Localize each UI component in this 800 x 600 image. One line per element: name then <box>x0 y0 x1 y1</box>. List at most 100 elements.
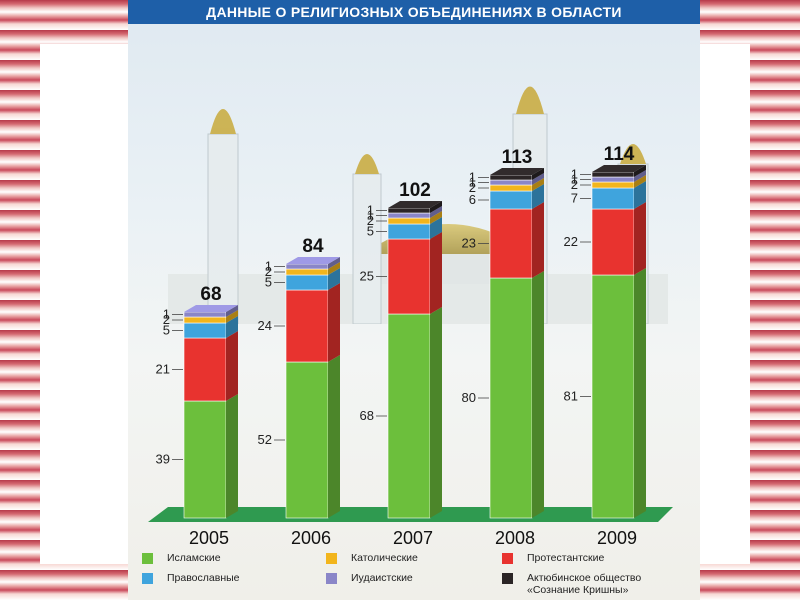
legend-swatch <box>326 553 337 564</box>
bar-segment-side <box>328 355 340 518</box>
bar-segment <box>183 400 227 519</box>
data-label: 2 <box>571 177 578 192</box>
data-label: 5 <box>265 275 272 290</box>
data-label: 7 <box>571 191 578 206</box>
bar-segment-side <box>328 268 340 290</box>
data-label: 1 <box>163 307 170 322</box>
bar-segment-side <box>226 316 238 338</box>
legend-label: Актюбинское общество «Сознание Кришны» <box>527 572 642 596</box>
legend: Исламские Католические Протестантские Право… <box>142 548 690 598</box>
bar-top <box>184 305 238 312</box>
bar-segment <box>489 208 533 279</box>
bar-segment-side <box>532 168 544 180</box>
bar-segment <box>591 274 635 519</box>
total-label: 102 <box>399 180 431 201</box>
bar-segment <box>285 263 329 270</box>
bar-segment <box>591 208 635 276</box>
bar-segment <box>591 187 635 210</box>
bar-segment <box>285 274 329 291</box>
bar-segment-side <box>532 173 544 185</box>
legend-label: Протестантские <box>527 552 605 564</box>
legend-item: Иудаистские <box>326 572 413 584</box>
data-label: 23 <box>462 236 476 251</box>
bar-segment-side <box>430 232 442 314</box>
legend-item: Протестантские <box>502 552 604 564</box>
data-label: 24 <box>258 318 272 333</box>
bar-segment <box>285 361 329 519</box>
data-label: 22 <box>564 234 578 249</box>
legend-swatch <box>502 553 513 564</box>
x-tick-label: 2006 <box>291 528 331 548</box>
data-label: 52 <box>258 432 272 447</box>
bar-segment <box>489 179 533 186</box>
data-label: 1 <box>469 175 476 190</box>
bar-segment <box>387 223 431 240</box>
legend-item: Католические <box>326 552 418 564</box>
legend-swatch <box>142 553 153 564</box>
legend-swatch <box>142 573 153 584</box>
bar-segment <box>489 190 533 210</box>
bar-segment-side <box>328 262 340 275</box>
bar-segment <box>489 174 533 181</box>
bar-segment <box>183 337 227 402</box>
bar-segment <box>183 311 227 318</box>
data-label: 6 <box>469 192 476 207</box>
bar-top <box>592 165 646 172</box>
bar-segment-side <box>532 178 544 191</box>
bar-segment-side <box>430 211 442 224</box>
chart-title: ДАННЫЕ О РЕЛИГИОЗНЫХ ОБЪЕДИНЕНИЯХ В ОБЛА… <box>128 0 700 24</box>
bar-segment <box>489 277 533 519</box>
bar-segment-side <box>634 165 646 177</box>
bar-segment <box>183 322 227 339</box>
data-label: 1 <box>469 170 476 185</box>
legend-label: Православные <box>167 572 240 584</box>
legend-item: Актюбинское общество «Сознание Кришны» <box>502 572 641 596</box>
x-tick-label: 2005 <box>189 528 229 548</box>
bar-segment <box>387 207 431 214</box>
bar-segment-side <box>430 307 442 518</box>
bar-segment <box>285 268 329 276</box>
data-label: 1 <box>367 203 374 218</box>
bar-segment-side <box>328 257 340 269</box>
data-label: 2 <box>367 213 374 228</box>
data-label: 80 <box>462 390 476 405</box>
bar-segment-side <box>634 170 646 182</box>
legend-swatch <box>502 573 513 584</box>
bar-segment-side <box>532 202 544 278</box>
bar-top <box>286 257 340 264</box>
total-label: 68 <box>200 284 221 305</box>
bar-segment <box>387 212 431 219</box>
bar-segment-side <box>634 181 646 209</box>
bar-segment-side <box>634 268 646 518</box>
bar-segment <box>489 184 533 192</box>
bar-segment <box>387 313 431 519</box>
legend-label: Исламские <box>167 552 221 564</box>
bar-segment <box>591 171 635 178</box>
bar-segment <box>387 238 431 315</box>
total-label: 84 <box>302 236 324 257</box>
total-label: 113 <box>502 147 533 168</box>
data-label: 21 <box>156 362 170 377</box>
bar-segment-side <box>430 217 442 239</box>
newspaper-clipping: ДАННЫЕ О РЕЛИГИОЗНЫХ ОБЪЕДИНЕНИЯХ В ОБЛА… <box>128 0 700 600</box>
data-label: 39 <box>156 452 170 467</box>
bar-top <box>490 168 544 175</box>
x-tick-label: 2009 <box>597 528 637 548</box>
data-label: 5 <box>163 323 170 338</box>
bar-segment-side <box>226 305 238 317</box>
bar-segment-side <box>226 331 238 401</box>
data-label: 68 <box>360 408 374 423</box>
bar-segment-side <box>226 394 238 518</box>
data-label: 2 <box>265 264 272 279</box>
data-label: 25 <box>360 269 374 284</box>
total-label: 114 <box>604 144 635 165</box>
bar-segment <box>591 176 635 183</box>
x-tick-label: 2008 <box>495 528 535 548</box>
legend-item: Православные <box>142 572 240 584</box>
bar-segment <box>591 181 635 189</box>
bar-segment-side <box>634 202 646 275</box>
bar-segment <box>183 316 227 324</box>
bar-segment <box>387 217 431 225</box>
bar-top <box>388 201 442 208</box>
bar-segment-side <box>430 201 442 213</box>
